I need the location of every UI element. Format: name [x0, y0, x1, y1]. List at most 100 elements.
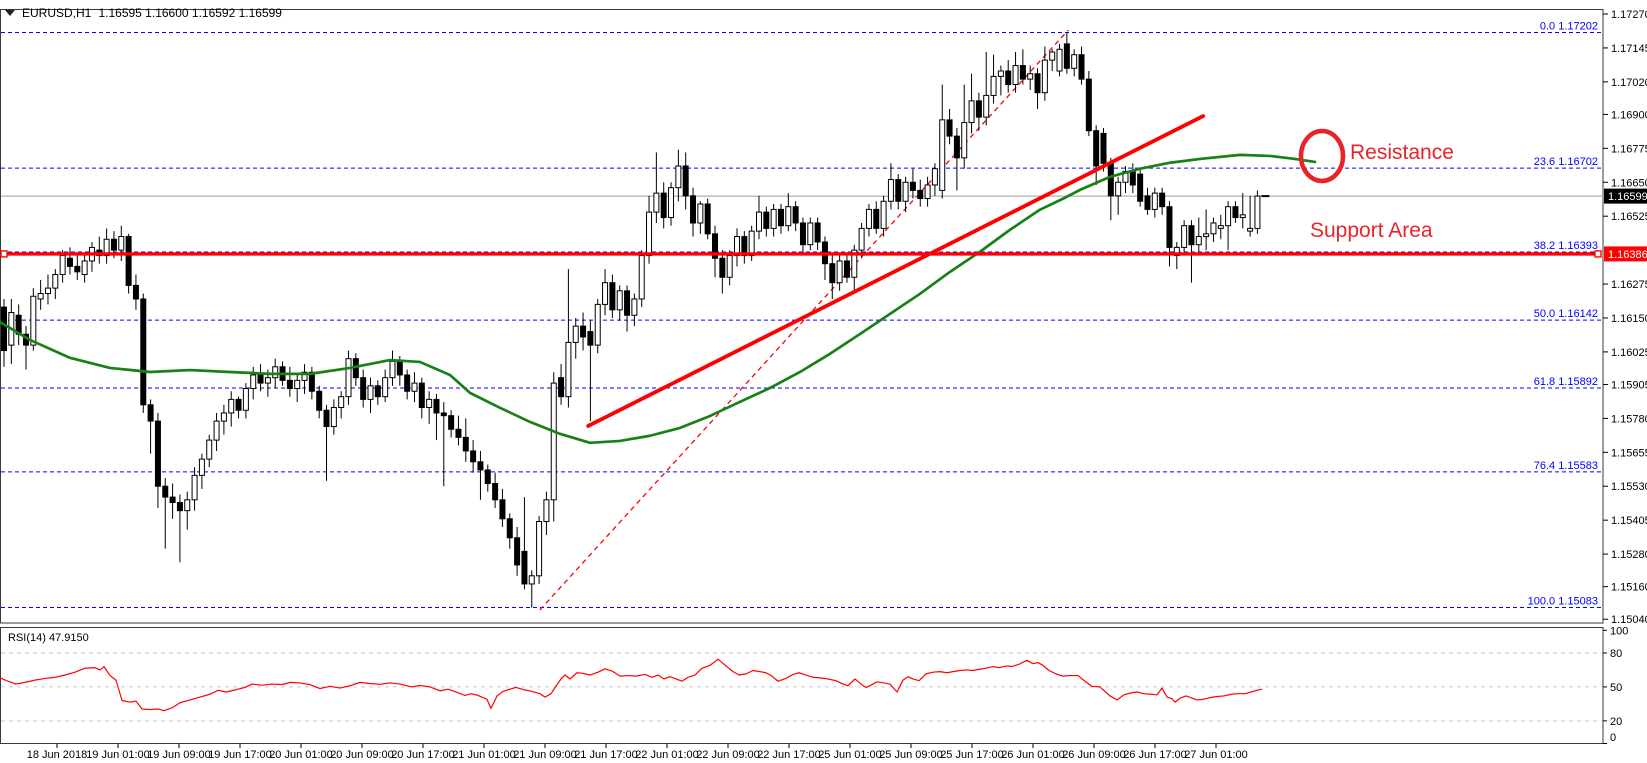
candle	[851, 249, 858, 278]
drawn-objects[interactable]	[0, 114, 1602, 428]
candle	[492, 483, 499, 501]
candle	[44, 287, 51, 295]
candle	[257, 374, 264, 384]
hline-handle[interactable]	[1594, 250, 1602, 258]
candle	[411, 382, 418, 392]
candle	[125, 236, 132, 286]
resistance-circle[interactable]	[1298, 128, 1346, 184]
candle	[1195, 236, 1202, 246]
candle	[1188, 225, 1195, 246]
fib-baseline-diagonal[interactable]	[539, 29, 1069, 611]
price-axis-label: 1.15905	[1611, 379, 1647, 391]
candle	[843, 260, 850, 278]
candle	[858, 227, 865, 251]
current-price-badge: 1.16599	[1604, 188, 1647, 204]
moving-average-line	[0, 153, 1317, 445]
candle	[726, 255, 733, 278]
price-axis-label: 1.15160	[1611, 582, 1647, 594]
rsi-title: RSI(14) 47.9150	[8, 632, 89, 644]
support-area-annotation[interactable]: Support Area	[1310, 219, 1433, 242]
candle	[404, 374, 411, 392]
candle	[953, 135, 960, 159]
candle	[250, 374, 257, 390]
price-axis-label: 1.17270	[1611, 9, 1647, 21]
candle	[59, 255, 66, 276]
price-axis-label: 1.17145	[1611, 43, 1647, 55]
price-axis-label: 1.16150	[1611, 313, 1647, 325]
price-axis-label: 1.16900	[1611, 109, 1647, 121]
time-axis-label: 20 Jun 17:00	[391, 749, 455, 761]
fibonacci-retracement[interactable]: 0.0 1.17202 23.6 1.16702 38.2 1.16393 50.0 …	[1, 20, 1601, 611]
time-axis-label: 20 Jun 01:00	[269, 749, 333, 761]
candle	[536, 521, 543, 577]
candle	[477, 461, 484, 471]
candle	[946, 119, 953, 137]
price-axis: 1.17270 1.17145 1.17020 1.16900 1.16775 1.166…	[1603, 9, 1647, 626]
time-axis-label: 19 Jun 09:00	[147, 749, 211, 761]
candle	[550, 382, 557, 501]
candle	[924, 184, 931, 200]
candle	[887, 179, 894, 202]
svg-text:1.16599: 1.16599	[1608, 191, 1647, 203]
candle	[316, 390, 323, 411]
candle	[631, 298, 638, 316]
candle	[228, 398, 235, 414]
time-axis-label: 25 Jun 01:00	[818, 749, 882, 761]
candle	[528, 575, 535, 585]
moving-average-line	[0, 153, 1317, 445]
candle	[360, 377, 367, 400]
candle	[668, 187, 675, 219]
candle	[147, 404, 154, 422]
candle	[1049, 51, 1056, 61]
candle	[213, 420, 220, 441]
candle	[770, 208, 777, 229]
candle	[1137, 173, 1144, 202]
candle	[609, 282, 616, 311]
candle	[660, 192, 667, 219]
candle	[983, 94, 990, 118]
ascending-trendline[interactable]	[586, 114, 1206, 428]
candle	[1012, 65, 1019, 86]
time-axis-label: 22 Jun 17:00	[757, 749, 821, 761]
candle	[52, 274, 59, 289]
candle	[990, 75, 997, 96]
price-axis-label: 1.15780	[1611, 413, 1647, 425]
candle	[1041, 59, 1048, 94]
candle	[748, 230, 755, 257]
candle	[939, 119, 946, 191]
candle	[462, 436, 469, 452]
symbol-dropdown-icon[interactable]	[5, 10, 15, 16]
candle	[132, 284, 139, 300]
candle	[653, 192, 660, 213]
price-axis-label: 1.16525	[1611, 211, 1647, 223]
candle	[1225, 206, 1232, 227]
candle	[389, 360, 396, 379]
candle	[1005, 70, 1012, 86]
candle	[1027, 73, 1034, 80]
price-axis-label: 1.15280	[1611, 549, 1647, 561]
price-axis-label: 1.15040	[1611, 614, 1647, 626]
candle	[338, 396, 345, 409]
candle	[206, 439, 213, 460]
fib-level-label: 23.6 1.16702	[1534, 156, 1598, 168]
candle	[1093, 130, 1100, 167]
candle	[777, 208, 784, 227]
candle	[1166, 206, 1173, 248]
resistance-annotation[interactable]: Resistance	[1350, 141, 1454, 164]
candle	[1129, 170, 1136, 186]
rsi-pane-border	[0, 627, 1604, 744]
candle	[1239, 214, 1246, 219]
candle	[1203, 233, 1210, 238]
candle	[110, 238, 117, 251]
candle	[330, 407, 337, 428]
price-axis-label: 1.17020	[1611, 77, 1647, 89]
candle	[565, 341, 572, 398]
candle	[81, 260, 88, 276]
candle	[865, 208, 872, 229]
time-axis-label: 26 Jun 17:00	[1123, 749, 1187, 761]
candle	[367, 385, 374, 400]
hline-handle[interactable]	[0, 250, 8, 258]
symbol-period-label: EURUSD,H1	[22, 6, 92, 20]
candle	[763, 211, 770, 229]
candle	[235, 398, 242, 411]
